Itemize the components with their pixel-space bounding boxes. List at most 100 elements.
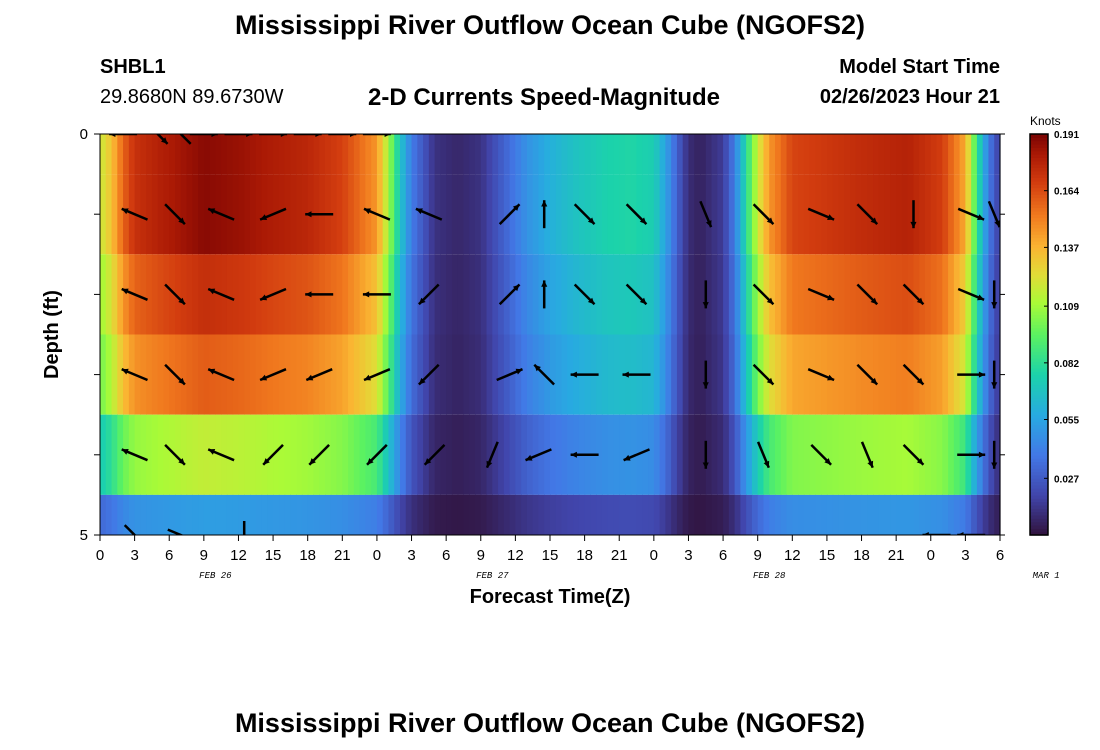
heatmap-cell (301, 334, 309, 415)
heatmap-cell (550, 494, 557, 535)
heatmap-cell (278, 134, 286, 175)
colorbar-segment (1030, 224, 1048, 229)
heatmap-cell (948, 134, 955, 175)
chart-subtitle: 2-D Currents Speed-Magnitude (368, 84, 721, 111)
heatmap-cell (838, 494, 845, 535)
heatmap-cell (232, 494, 240, 535)
colorbar-segment (1030, 524, 1048, 529)
colorbar-segment (1030, 204, 1048, 209)
current-vector (922, 532, 951, 535)
heatmap-cell (388, 494, 395, 535)
heatmap-cell (284, 414, 291, 495)
heatmap-cell (313, 494, 320, 535)
x-tick-label: 3 (684, 547, 692, 564)
x-tick-label: 0 (650, 547, 658, 564)
heatmap-cell (544, 334, 551, 415)
heatmap-cell (884, 174, 891, 255)
heatmap-cell (844, 174, 851, 255)
heatmap-cell (423, 254, 430, 335)
heatmap-cell (151, 174, 159, 255)
colorbar-segment (1030, 307, 1048, 312)
heatmap-cell (734, 254, 741, 335)
heatmap-cell (850, 134, 857, 175)
colorbar-segment (1030, 401, 1048, 406)
current-vector (957, 532, 986, 535)
heatmap-cell (607, 134, 615, 175)
heatmap-cell (117, 134, 124, 175)
current-vector (541, 280, 548, 309)
heatmap-cell (532, 134, 540, 175)
heatmap-cell (907, 254, 915, 335)
heatmap-cell (763, 174, 770, 255)
heatmap-cell (925, 494, 932, 535)
current-vector (807, 368, 835, 382)
heatmap-cell (896, 334, 903, 415)
heatmap-cell (711, 134, 718, 175)
heatmap-cell (792, 414, 799, 495)
colorbar-segment (1030, 150, 1048, 155)
heatmap-cell (417, 254, 424, 335)
heatmap-cell (740, 134, 747, 175)
heatmap-cell (688, 494, 695, 535)
heatmap-cell (532, 494, 540, 535)
heatmap-cell (550, 334, 557, 415)
heatmap-cell (475, 254, 482, 335)
heatmap-cell (371, 134, 378, 175)
heatmap-cell (688, 334, 695, 415)
heatmap-cell (180, 334, 188, 415)
heatmap-cell (763, 414, 770, 495)
current-vector (702, 440, 709, 469)
heatmap-cell (976, 134, 984, 175)
heatmap-cell (959, 254, 966, 335)
current-vector (164, 363, 186, 386)
x-tick-label: 18 (853, 547, 870, 564)
heatmap-cell (278, 174, 286, 255)
heatmap-cell (780, 254, 788, 335)
heatmap-cell (123, 334, 130, 415)
heatmap-cell (105, 254, 113, 335)
colorbar-segment (1030, 361, 1048, 366)
colorbar-segment (1030, 491, 1048, 496)
heatmap-cell (486, 414, 493, 495)
heatmap-cell (619, 414, 626, 495)
heatmap-cell (521, 414, 528, 495)
heatmap-cell (907, 414, 915, 495)
heatmap-cell (509, 174, 516, 255)
heatmap-cell (255, 254, 263, 335)
heatmap-cell (555, 254, 563, 335)
heatmap-cell (867, 494, 874, 535)
heatmap-cell (446, 494, 453, 535)
heatmap-cell (803, 494, 811, 535)
heatmap-cell (261, 174, 268, 255)
heatmap-cell (469, 174, 476, 255)
heatmap-cell (365, 494, 372, 535)
heatmap-cell (607, 414, 615, 495)
heatmap-cell (434, 134, 441, 175)
heatmap-cell (803, 414, 811, 495)
heatmap-cell (175, 494, 182, 535)
heatmap-cell (394, 414, 401, 495)
heatmap-cell (573, 494, 580, 535)
heatmap-cell (250, 174, 257, 255)
current-vector (164, 283, 186, 306)
colorbar-segment (1030, 387, 1048, 392)
heatmap-cell (198, 414, 205, 495)
heatmap-cell (405, 414, 413, 495)
colorbar-segment (1030, 367, 1048, 372)
heatmap-cell (203, 174, 211, 255)
heatmap-cell (676, 334, 684, 415)
heatmap-cell (440, 254, 447, 335)
heatmap-cell (151, 334, 159, 415)
current-vector (625, 203, 648, 225)
heatmap-cell (930, 414, 938, 495)
heatmap-cell (382, 134, 390, 175)
heatmap-cell (838, 334, 845, 415)
heatmap-cell (526, 494, 534, 535)
heatmap-cell (157, 254, 165, 335)
heatmap-cell (146, 494, 153, 535)
heatmap-cell (578, 254, 586, 335)
heatmap-cell (250, 494, 257, 535)
heatmap-cell (382, 174, 390, 255)
heatmap-cell (198, 134, 205, 175)
heatmap-cell (861, 254, 868, 335)
